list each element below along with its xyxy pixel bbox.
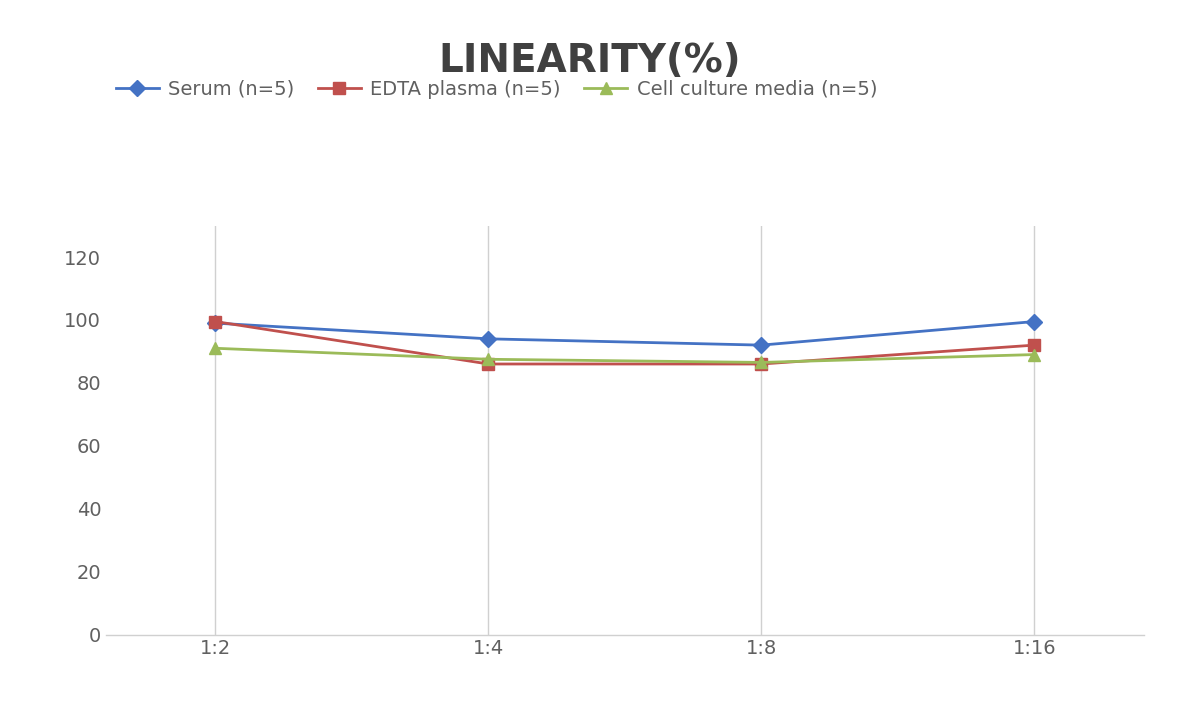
EDTA plasma (n=5)	[755, 360, 769, 368]
Cell culture media (n=5)	[481, 355, 495, 364]
Cell culture media (n=5)	[755, 358, 769, 367]
Serum (n=5)	[755, 341, 769, 350]
EDTA plasma (n=5)	[481, 360, 495, 368]
EDTA plasma (n=5)	[1027, 341, 1041, 350]
Cell culture media (n=5)	[1027, 350, 1041, 359]
Line: EDTA plasma (n=5): EDTA plasma (n=5)	[210, 316, 1040, 369]
Legend: Serum (n=5), EDTA plasma (n=5), Cell culture media (n=5): Serum (n=5), EDTA plasma (n=5), Cell cul…	[116, 80, 877, 99]
Line: Serum (n=5): Serum (n=5)	[210, 316, 1040, 350]
EDTA plasma (n=5)	[209, 317, 223, 326]
Serum (n=5)	[209, 319, 223, 327]
Text: LINEARITY(%): LINEARITY(%)	[439, 42, 740, 80]
Line: Cell culture media (n=5): Cell culture media (n=5)	[209, 342, 1041, 369]
Serum (n=5)	[1027, 317, 1041, 326]
Serum (n=5)	[481, 335, 495, 343]
Cell culture media (n=5)	[209, 344, 223, 352]
